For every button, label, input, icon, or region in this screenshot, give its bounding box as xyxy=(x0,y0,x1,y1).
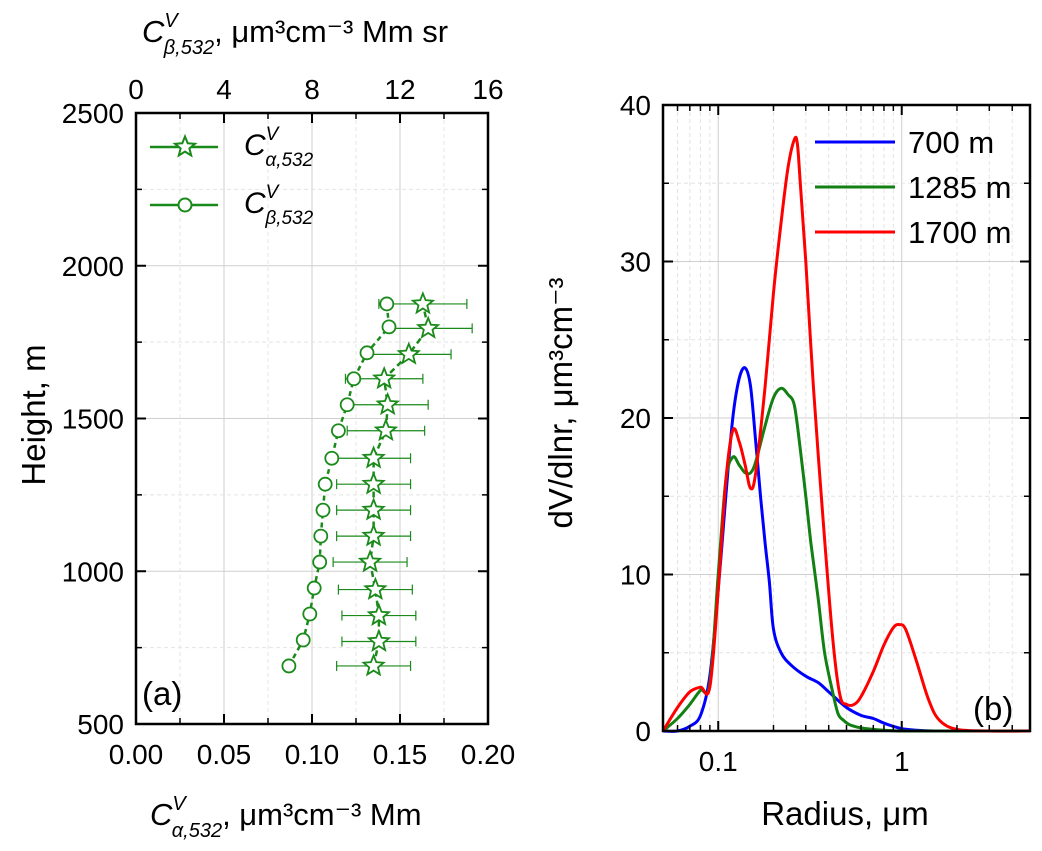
panel-a-ytick-label: 1500 xyxy=(62,404,124,435)
panel-a-ytick-label: 2000 xyxy=(62,251,124,282)
panel-b-ytick-label: 20 xyxy=(620,403,651,434)
panel-a-ytick-label: 2500 xyxy=(62,98,124,129)
panel-a-label: (a) xyxy=(142,675,182,712)
panel-a-x-axis-label-bottom: CV α,532, μm³cm⁻³ Mm xyxy=(150,793,422,842)
legend-alpha-sub: α,532 xyxy=(265,150,313,171)
alpha-star-point xyxy=(357,549,383,573)
psd-line-1700-m xyxy=(661,135,1031,733)
xlabel-bottom-main: C xyxy=(150,797,173,832)
alpha-star-point xyxy=(415,315,441,339)
legend-label-alpha: CV α,532 xyxy=(244,124,314,171)
beta-circle-point xyxy=(346,371,362,387)
alpha-star-point xyxy=(410,290,436,315)
panel-a-x-axis-label-top: CV β,532, μm³cm⁻³ Mm sr xyxy=(142,10,448,59)
panel-a-xtick-bottom-label: 0.00 xyxy=(109,739,164,770)
panel-b-series xyxy=(661,135,1031,733)
panel-a-legend: CV α,532 CV β,532 xyxy=(150,124,314,229)
panel-a-series xyxy=(281,290,473,677)
panel-a-xtick-top-label: 8 xyxy=(304,74,320,105)
alpha-star-point xyxy=(396,341,422,365)
alpha-star-point xyxy=(361,497,386,521)
beta-circle-point xyxy=(306,580,322,596)
legend-alpha-main: C xyxy=(244,129,266,162)
panel-a-grid xyxy=(136,113,488,724)
alpha-star-point xyxy=(366,628,392,652)
legend-label-700-m: 700 m xyxy=(908,125,994,160)
panel-a-xtick-top-label: 12 xyxy=(384,74,415,105)
legend-beta-sup: V xyxy=(266,182,281,203)
legend-label-1285-m: 1285 m xyxy=(908,170,1011,205)
alpha-star-point xyxy=(361,523,386,547)
panel-b-grid xyxy=(663,105,1030,731)
xlabel-top-sub: β,532 xyxy=(163,37,214,59)
beta-circle-point xyxy=(381,319,397,335)
panel-b-ytick-label: 0 xyxy=(635,716,651,747)
xlabel-top-rest: , μm³cm⁻³ Mm sr xyxy=(214,14,448,49)
legend-label-1700-m: 1700 m xyxy=(908,215,1011,250)
alpha-star-point xyxy=(361,471,386,495)
beta-circle-point xyxy=(324,450,340,466)
panel-b-y-axis-label: dV/dlnr, μm³cm⁻³ xyxy=(542,278,579,529)
panel-a-xtick-bottom-label: 0.20 xyxy=(461,739,516,770)
panel-b-x-axis-label: Radius, μm xyxy=(761,795,929,832)
beta-circle-point xyxy=(317,476,333,492)
panel-a-xtick-bottom-label: 0.15 xyxy=(373,739,428,770)
alpha-star-point xyxy=(373,417,399,442)
alpha-star-point xyxy=(371,365,397,390)
alpha-star-point xyxy=(361,445,386,469)
alpha-star-point xyxy=(361,653,386,677)
panel-b-xtick-label: 1 xyxy=(894,746,910,777)
beta-circle-point xyxy=(379,296,395,312)
legend-label-beta: CV β,532 xyxy=(244,182,314,229)
alpha-star-point xyxy=(363,576,388,601)
legend-beta-sub: β,532 xyxy=(264,208,313,229)
panel-b-label: (b) xyxy=(973,690,1013,727)
legend-circle-marker xyxy=(177,197,193,213)
panel-a-y-axis-label: Height, m xyxy=(15,344,52,485)
panel-a-xtick-top-label: 4 xyxy=(216,74,232,105)
xlabel-bottom-rest: , μm³cm⁻³ Mm xyxy=(222,797,422,832)
beta-circle-point xyxy=(313,528,329,544)
beta-circle-point xyxy=(330,423,346,439)
beta-circle-point xyxy=(302,606,318,622)
alpha-star-point xyxy=(366,602,392,626)
beta-circle-point xyxy=(281,658,297,674)
panel-a-ticks: 0.00 0.05 0.10 0.15 0.20 0 4 8 12 16 500 1000 1500 20… xyxy=(62,74,516,770)
legend-star-marker xyxy=(172,133,198,158)
panel-a: 0.00 0.05 0.10 0.15 0.20 0 4 8 12 16 500 1000 1500 20… xyxy=(15,10,515,842)
legend-alpha-sup: V xyxy=(266,124,281,145)
beta-circle-point xyxy=(339,397,355,413)
panel-b-ytick-label: 10 xyxy=(620,560,651,591)
panel-b-ytick-label: 40 xyxy=(620,90,651,121)
xlabel-bottom-sup: V xyxy=(172,793,187,815)
panel-a-ytick-label: 1000 xyxy=(62,556,124,587)
panel-b-ytick-label: 30 xyxy=(620,247,651,278)
panel-b-xtick-label: 0.1 xyxy=(699,746,738,777)
xlabel-top-main: C xyxy=(142,14,165,49)
alpha-star-point xyxy=(375,391,400,416)
beta-circle-point xyxy=(359,345,375,361)
legend-beta-main: C xyxy=(244,187,266,220)
panel-a-xtick-bottom-label: 0.10 xyxy=(285,739,340,770)
panel-a-xtick-top-label: 0 xyxy=(128,74,144,105)
panel-a-xtick-top-label: 16 xyxy=(472,74,503,105)
beta-circle-point xyxy=(295,632,311,648)
beta-series-line xyxy=(287,303,391,667)
panel-a-ytick-label: 500 xyxy=(77,709,124,740)
xlabel-bottom-sub: α,532 xyxy=(172,820,222,842)
panel-a-xtick-bottom-label: 0.05 xyxy=(197,739,252,770)
panel-b-legend: 700 m 1285 m 1700 m xyxy=(815,125,1011,250)
xlabel-top-sup: V xyxy=(164,10,179,32)
beta-circle-point xyxy=(315,502,331,518)
beta-circle-point xyxy=(312,554,328,570)
